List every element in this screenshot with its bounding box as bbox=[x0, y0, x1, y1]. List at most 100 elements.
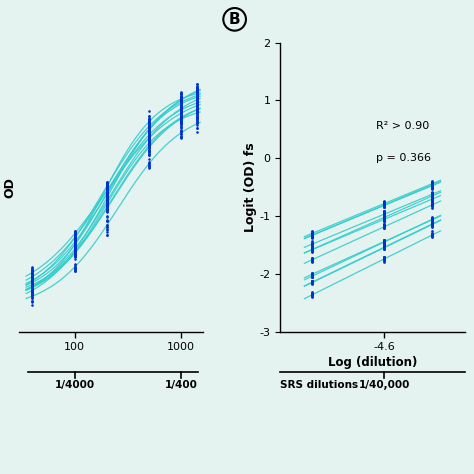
Point bbox=[71, 247, 79, 255]
Point bbox=[178, 105, 185, 113]
Point bbox=[28, 289, 36, 296]
Point bbox=[28, 272, 36, 279]
Point bbox=[28, 278, 36, 285]
Point bbox=[381, 207, 388, 214]
Point bbox=[146, 134, 153, 142]
Point bbox=[428, 177, 436, 185]
Point bbox=[71, 232, 79, 240]
Point bbox=[309, 228, 316, 236]
Point bbox=[309, 240, 316, 248]
Point bbox=[193, 97, 201, 104]
Point bbox=[309, 230, 316, 238]
Point bbox=[103, 202, 110, 210]
Point bbox=[103, 187, 110, 195]
Point bbox=[103, 183, 110, 191]
Point bbox=[178, 114, 185, 121]
Point bbox=[193, 96, 201, 103]
Point bbox=[71, 230, 79, 238]
Point bbox=[103, 206, 110, 214]
Point bbox=[103, 192, 110, 200]
Point bbox=[381, 236, 388, 243]
Point bbox=[381, 224, 388, 232]
Point bbox=[193, 96, 201, 103]
Point bbox=[428, 221, 436, 229]
Point bbox=[381, 223, 388, 231]
Point bbox=[71, 246, 79, 254]
Point bbox=[309, 279, 316, 286]
Point bbox=[381, 202, 388, 210]
Point bbox=[71, 255, 79, 263]
Point bbox=[146, 162, 153, 170]
Point bbox=[193, 96, 201, 103]
Point bbox=[146, 118, 153, 126]
Point bbox=[193, 119, 201, 127]
Point bbox=[178, 98, 185, 105]
Point bbox=[309, 255, 316, 262]
Point bbox=[28, 282, 36, 289]
Point bbox=[28, 279, 36, 286]
Point bbox=[71, 252, 79, 259]
Point bbox=[381, 220, 388, 228]
X-axis label: Log (dilution): Log (dilution) bbox=[328, 356, 417, 369]
Point bbox=[103, 184, 110, 191]
Point bbox=[428, 193, 436, 201]
Point bbox=[428, 215, 436, 223]
Point bbox=[146, 138, 153, 146]
Point bbox=[178, 111, 185, 118]
Point bbox=[28, 277, 36, 284]
Point bbox=[71, 261, 79, 268]
Point bbox=[428, 191, 436, 199]
Point bbox=[428, 229, 436, 237]
Point bbox=[309, 292, 316, 299]
Point bbox=[28, 283, 36, 290]
Point bbox=[146, 135, 153, 142]
Point bbox=[193, 128, 201, 136]
Point bbox=[178, 132, 185, 140]
Point bbox=[103, 191, 110, 199]
Point bbox=[71, 248, 79, 255]
Point bbox=[178, 109, 185, 117]
Point bbox=[193, 113, 201, 121]
Point bbox=[178, 102, 185, 109]
Point bbox=[146, 164, 153, 171]
Point bbox=[103, 207, 110, 214]
Point bbox=[381, 238, 388, 246]
Point bbox=[71, 246, 79, 254]
Point bbox=[193, 87, 201, 94]
Point bbox=[28, 279, 36, 286]
Point bbox=[146, 124, 153, 131]
Point bbox=[381, 237, 388, 245]
Point bbox=[178, 114, 185, 121]
Point bbox=[71, 243, 79, 251]
Point bbox=[381, 243, 388, 250]
Point bbox=[71, 246, 79, 254]
Y-axis label: OD: OD bbox=[3, 177, 16, 198]
Point bbox=[193, 93, 201, 100]
Point bbox=[381, 201, 388, 209]
Point bbox=[28, 281, 36, 289]
Point bbox=[193, 103, 201, 110]
Point bbox=[71, 238, 79, 246]
Point bbox=[71, 246, 79, 253]
Point bbox=[71, 243, 79, 250]
Point bbox=[28, 265, 36, 273]
Point bbox=[28, 264, 36, 272]
Point bbox=[71, 248, 79, 255]
Point bbox=[146, 124, 153, 131]
Point bbox=[146, 129, 153, 137]
Point bbox=[309, 231, 316, 239]
Point bbox=[71, 244, 79, 252]
Point bbox=[146, 147, 153, 155]
Point bbox=[381, 210, 388, 218]
Point bbox=[193, 113, 201, 121]
Point bbox=[178, 95, 185, 102]
Point bbox=[71, 235, 79, 243]
Point bbox=[193, 113, 201, 120]
Point bbox=[193, 106, 201, 113]
Point bbox=[178, 94, 185, 101]
Point bbox=[28, 282, 36, 290]
Point bbox=[381, 218, 388, 225]
Point bbox=[71, 246, 79, 253]
Point bbox=[193, 95, 201, 103]
Point bbox=[103, 186, 110, 194]
